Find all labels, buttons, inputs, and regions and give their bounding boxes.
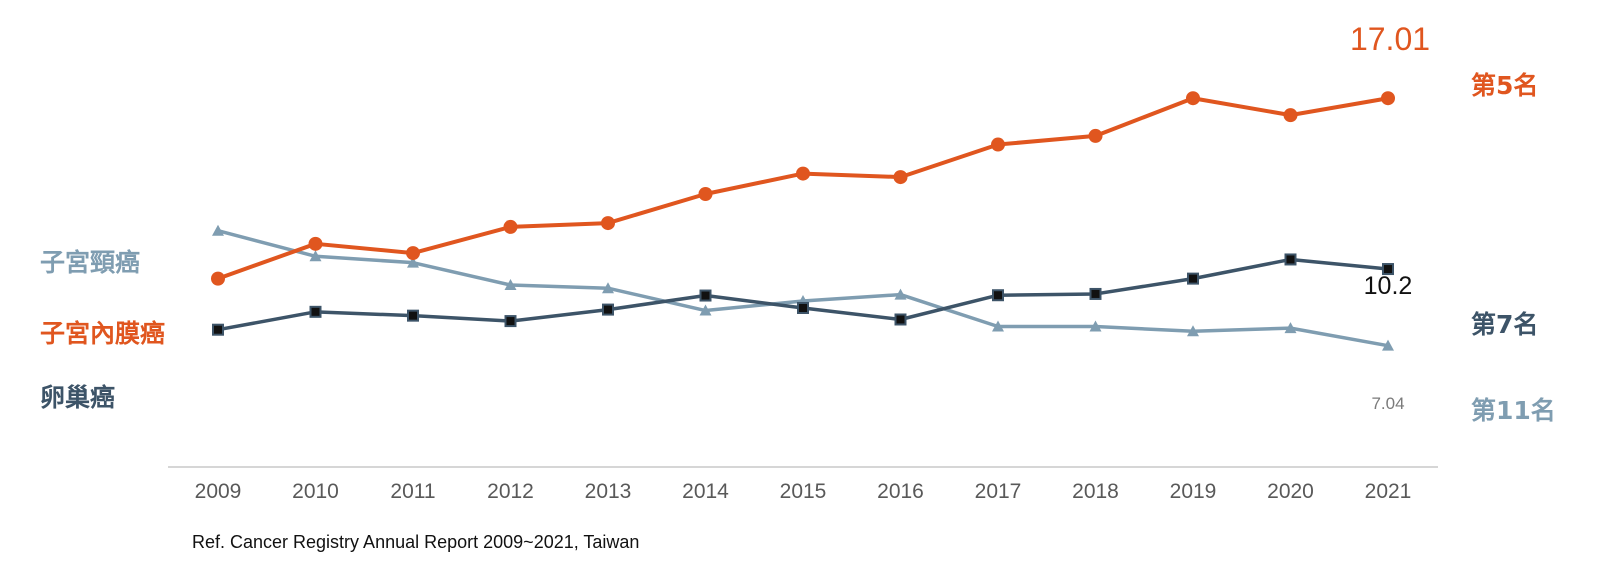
- data-point-cervical: [602, 282, 614, 294]
- data-point-endometrial: [406, 246, 420, 261]
- data-point-ovarian: [1187, 272, 1199, 285]
- legend-label-endometrial: 子宮內膜癌: [40, 319, 165, 348]
- data-point-endometrial: [1088, 128, 1103, 143]
- series-line-ovarian: [217, 257, 1389, 332]
- data-point-ovarian: [407, 309, 419, 322]
- x-tick-label: 2016: [877, 480, 924, 503]
- x-tick-label: 2013: [585, 480, 632, 503]
- end-value-ovarian: 10.2: [1364, 272, 1413, 300]
- x-tick-label: 2012: [487, 480, 534, 503]
- legend-label-cervical: 子宮頸癌: [40, 248, 140, 277]
- end-value-endometrial: 17.01: [1350, 21, 1430, 57]
- data-point-ovarian: [504, 315, 517, 328]
- data-point-endometrial: [503, 219, 518, 234]
- source-footnote: Ref. Cancer Registry Annual Report 2009~…: [192, 532, 640, 552]
- data-point-cervical: [1187, 325, 1199, 337]
- x-tick-label: 2018: [1072, 480, 1119, 503]
- data-point-endometrial: [698, 187, 713, 202]
- x-tick-label: 2011: [390, 480, 435, 503]
- end-value-cervical: 7.04: [1371, 394, 1404, 413]
- data-point-cervical: [407, 256, 419, 268]
- data-point-ovarian: [1089, 287, 1102, 300]
- data-point-cervical: [992, 320, 1004, 332]
- data-point-endometrial: [211, 271, 225, 286]
- x-tick-label: 2019: [1170, 480, 1217, 503]
- data-point-ovarian: [1284, 253, 1297, 266]
- data-point-ovarian: [894, 313, 907, 326]
- data-point-ovarian: [309, 305, 322, 318]
- x-tick-label: 2015: [780, 480, 827, 503]
- x-tick-label: 2009: [195, 480, 242, 503]
- data-point-cervical: [894, 288, 907, 300]
- data-point-endometrial: [601, 216, 615, 231]
- data-point-ovarian: [1382, 263, 1394, 276]
- data-point-ovarian: [602, 303, 614, 316]
- series-line-endometrial: [217, 96, 1389, 281]
- rank-label-endometrial: 第5名: [1471, 71, 1538, 100]
- x-axis-ticks: 2009 2010 2011 2012 2013 2014 2015 2016 2017 2018…: [195, 480, 1412, 503]
- data-point-cervical: [1382, 339, 1394, 351]
- data-point-endometrial: [1381, 91, 1395, 106]
- data-point-cervical: [212, 224, 224, 236]
- data-point-endometrial: [991, 137, 1005, 152]
- x-tick-label: 2010: [292, 480, 339, 503]
- data-point-ovarian: [797, 301, 809, 314]
- data-point-ovarian: [212, 323, 224, 336]
- x-tick-label: 2020: [1267, 480, 1314, 503]
- rank-label-cervical: 第11名: [1471, 396, 1556, 425]
- data-point-endometrial: [308, 236, 323, 251]
- series-markers: [211, 91, 1395, 351]
- legend-label-ovarian: 卵巢癌: [40, 383, 115, 412]
- x-tick-label: 2014: [682, 480, 729, 503]
- data-point-cervical: [1089, 320, 1102, 332]
- x-tick-label: 2017: [975, 480, 1022, 503]
- data-point-cervical: [699, 304, 712, 316]
- data-point-cervical: [504, 279, 517, 291]
- data-point-endometrial: [893, 170, 908, 185]
- x-tick-label: 2021: [1365, 480, 1412, 503]
- data-point-ovarian: [992, 289, 1004, 302]
- data-point-ovarian: [699, 289, 712, 302]
- data-point-cervical: [309, 250, 322, 262]
- rank-label-ovarian: 第7名: [1471, 310, 1538, 339]
- data-point-endometrial: [1186, 91, 1200, 106]
- data-point-endometrial: [796, 166, 810, 181]
- data-point-endometrial: [1283, 108, 1298, 123]
- data-point-cervical: [1284, 322, 1297, 334]
- series-line-cervical: [217, 229, 1389, 348]
